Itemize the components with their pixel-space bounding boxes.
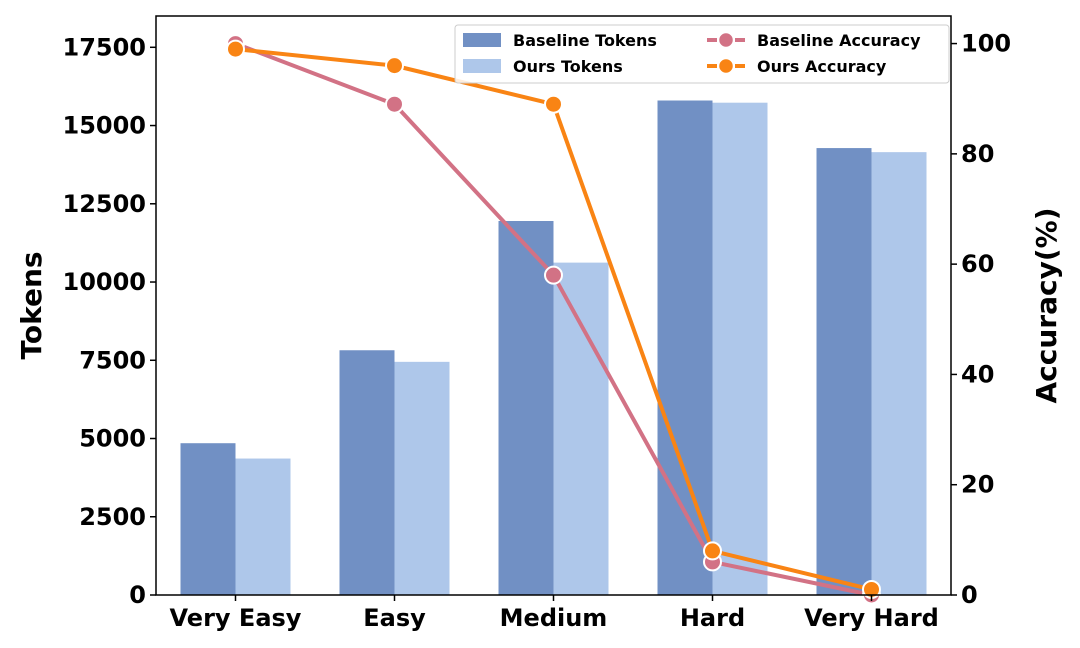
legend-label: Baseline Tokens	[513, 31, 657, 50]
data-point	[385, 56, 404, 76]
legend-entry-ours-accuracy: Ours Accuracy	[707, 57, 887, 76]
bar	[657, 100, 713, 596]
data-point	[544, 265, 563, 285]
legend-swatch	[463, 59, 501, 73]
legend-entry-baseline-accuracy: Baseline Accuracy	[707, 31, 921, 50]
bar-series-ours-tokens	[235, 102, 927, 595]
y-tick-label: 10000	[63, 268, 147, 296]
line-series-ours-accuracy	[226, 39, 881, 599]
y-tick-label: 5000	[79, 425, 146, 453]
legend-label: Baseline Accuracy	[757, 31, 921, 50]
legend-marker	[717, 31, 735, 49]
data-point	[544, 94, 563, 114]
y2-tick-label: 20	[961, 471, 994, 499]
legend-swatch	[463, 33, 501, 47]
y-tick-label: 12500	[63, 190, 147, 218]
bar	[553, 262, 609, 595]
data-point	[385, 94, 404, 114]
y2-tick-label: 80	[961, 140, 994, 168]
x-tick-label: Hard	[680, 604, 745, 632]
bars-layer	[180, 100, 927, 596]
right-axis-ticks: 0 20 40 60 80 100	[951, 30, 1011, 609]
y-tick-label: 2500	[79, 503, 146, 531]
data-point	[703, 541, 722, 561]
y2-tick-label: 100	[961, 30, 1011, 58]
x-tick-label: Medium	[500, 604, 608, 632]
lines-layer	[226, 34, 881, 605]
bar	[339, 350, 395, 595]
y2-tick-label: 0	[961, 581, 978, 609]
bar	[235, 458, 291, 595]
y2-tick-label: 40	[961, 360, 994, 388]
y2-axis-title: Accuracy(%)	[1030, 208, 1063, 404]
legend-box	[454, 24, 950, 84]
left-axis-ticks: 0 2500 5000 7500 10000 12500 15000 17500	[63, 33, 156, 609]
axes-layer: 0 2500 5000 7500 10000 12500 15000 17500 0 20 40 6…	[15, 15, 1063, 632]
y-tick-label: 17500	[63, 33, 147, 61]
x-tick-label: Very Easy	[170, 604, 302, 632]
legend-entry-baseline-tokens: Baseline Tokens	[463, 31, 657, 50]
y-tick-label: 0	[129, 581, 146, 609]
x-tick-label: Easy	[363, 604, 426, 632]
legend-entry-ours-tokens: Ours Tokens	[463, 57, 623, 76]
data-point	[226, 39, 245, 59]
bar	[394, 361, 450, 595]
x-axis-ticks: Very Easy Easy Medium Hard Very Hard	[170, 595, 939, 632]
bar	[816, 148, 872, 596]
y-axis-title: Tokens	[15, 251, 48, 359]
x-tick-label: Very Hard	[804, 604, 939, 632]
legend: Baseline Tokens Ours Tokens Baseline Accur…	[454, 24, 950, 84]
legend-label: Ours Accuracy	[757, 57, 887, 76]
bar	[498, 220, 554, 595]
y-tick-label: 7500	[79, 346, 146, 374]
bar	[180, 443, 236, 595]
bar-series-baseline-tokens	[180, 100, 872, 596]
legend-marker	[717, 57, 735, 75]
y2-tick-label: 60	[961, 250, 994, 278]
legend-label: Ours Tokens	[513, 57, 623, 76]
bar	[712, 102, 768, 595]
y-tick-label: 15000	[63, 112, 147, 140]
bar	[871, 152, 927, 595]
